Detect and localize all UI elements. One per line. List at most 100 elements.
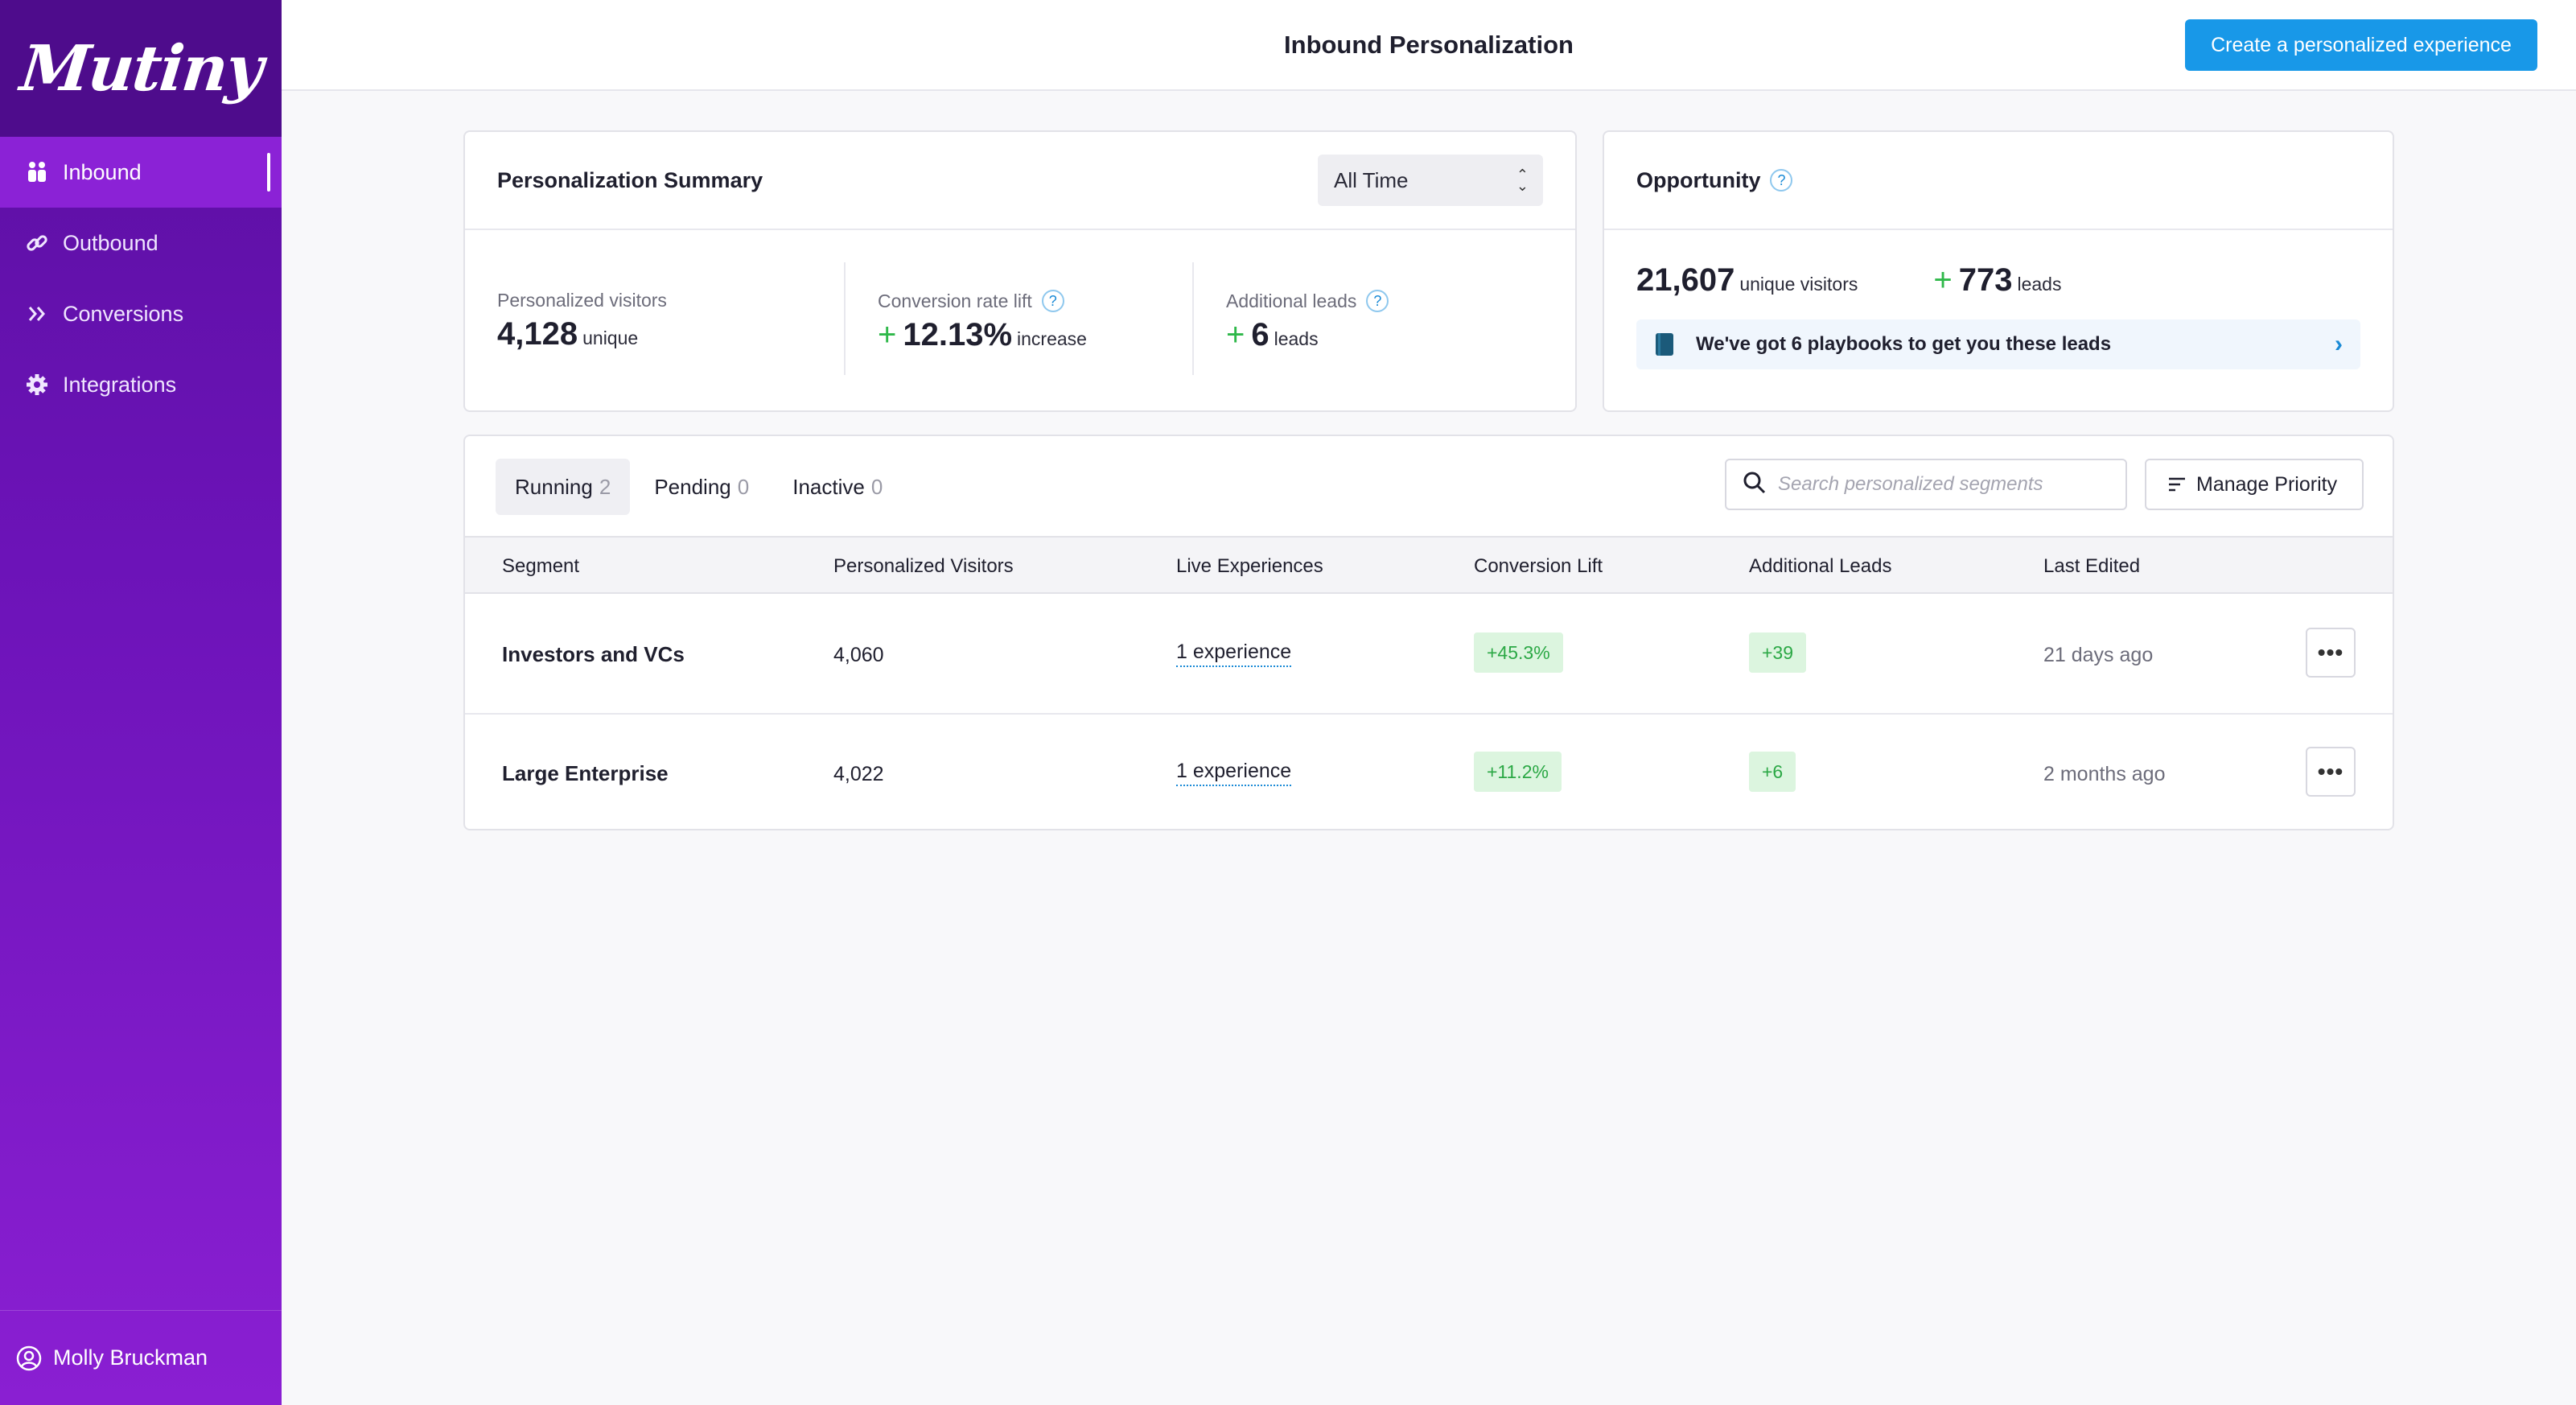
playbooks-banner[interactable]: We've got 6 playbooks to get you these l… — [1636, 319, 2360, 369]
tab-label: Pending — [654, 474, 731, 499]
more-options-button[interactable]: ••• — [2306, 628, 2356, 678]
opportunity-header: Opportunity ? — [1604, 132, 2393, 230]
metric-label: Personalized visitors — [497, 290, 667, 311]
select-chevron-icon: ⌃ ⌄ — [1516, 167, 1529, 194]
manage-priority-button[interactable]: Manage Priority — [2145, 459, 2364, 510]
create-experience-button[interactable]: Create a personalized experience — [2185, 19, 2537, 71]
table-row[interactable]: Investors and VCs 4,060 1 experience +45… — [465, 595, 2393, 713]
logo-text: Mutiny — [16, 31, 265, 105]
segment-tabs: Running 2 Pending 0 Inactive 0 — [496, 459, 907, 515]
metric-personalized-visitors: Personalized visitors 4,128 unique — [497, 262, 846, 375]
last-edited: 2 months ago — [2043, 763, 2166, 785]
sidebar-item-conversions[interactable]: Conversions — [0, 278, 282, 349]
chevron-right-icon: › — [2335, 331, 2343, 357]
page-title: Inbound Personalization — [1284, 31, 1574, 59]
metric-unit: unique — [582, 328, 639, 348]
summary-header: Personalization Summary All Time ⌃ ⌄ — [465, 132, 1575, 230]
link-icon — [26, 232, 48, 254]
metric-value-row: +6 leads — [1226, 317, 1526, 353]
plus-sign: + — [1226, 317, 1245, 352]
playbooks-text: We've got 6 playbooks to get you these l… — [1696, 333, 2112, 355]
column-header-edited[interactable]: Last Edited — [2043, 555, 2141, 577]
user-name: Molly Bruckman — [53, 1345, 208, 1370]
sidebar-item-inbound[interactable]: Inbound — [0, 137, 282, 208]
sidebar-item-outbound[interactable]: Outbound — [0, 208, 282, 278]
tab-running[interactable]: Running 2 — [496, 459, 631, 515]
leads-value: 773 — [1958, 262, 2013, 298]
tab-count: 2 — [599, 474, 611, 499]
more-options-button[interactable]: ••• — [2306, 747, 2356, 797]
metric-value: 4,128 — [497, 316, 578, 352]
opportunity-visitors: 21,607 unique visitors — [1636, 262, 1858, 299]
column-header-leads[interactable]: Additional Leads — [1749, 555, 1892, 577]
visitors-unit: unique visitors — [1739, 274, 1858, 295]
tab-label: Inactive — [792, 474, 865, 499]
help-icon[interactable]: ? — [1770, 169, 1793, 192]
segment-name[interactable]: Large Enterprise — [502, 761, 669, 785]
time-range-select[interactable]: All Time ⌃ ⌄ — [1318, 155, 1543, 206]
sidebar-item-label: Outbound — [63, 230, 158, 255]
metric-value: 12.13% — [903, 317, 1013, 352]
sort-lines-icon — [2167, 476, 2187, 492]
sidebar-item-label: Integrations — [63, 372, 177, 397]
metric-value-row: 4,128 unique — [497, 316, 828, 352]
opportunity-card: Opportunity ? 21,607 unique visitors +773… — [1603, 130, 2394, 412]
column-header-experiences[interactable]: Live Experiences — [1176, 555, 1323, 577]
lift-badge: +45.3% — [1474, 632, 1563, 673]
manage-priority-label: Manage Priority — [2196, 472, 2338, 496]
summary-title: Personalization Summary — [497, 167, 763, 192]
tab-label: Running — [515, 474, 593, 499]
tab-inactive[interactable]: Inactive 0 — [773, 459, 902, 515]
leads-unit: leads — [2017, 274, 2062, 295]
help-icon[interactable]: ? — [1041, 290, 1064, 312]
metric-unit: increase — [1017, 328, 1087, 349]
column-header-segment[interactable]: Segment — [502, 555, 580, 577]
visitors-count: 4,022 — [833, 763, 884, 785]
search-input[interactable] — [1778, 473, 2100, 496]
tab-count: 0 — [737, 474, 750, 499]
visitors-value: 21,607 — [1636, 262, 1735, 298]
summary-metrics: Personalized visitors 4,128 unique Conver… — [465, 230, 1575, 375]
mutiny-logo[interactable]: Mutiny — [0, 0, 282, 137]
opportunity-stats: 21,607 unique visitors +773 leads — [1604, 230, 2393, 299]
sidebar: Mutiny Inbound Outbound Conversions Inte… — [0, 0, 282, 1405]
metric-label-row: Additional leads ? — [1226, 290, 1526, 312]
gear-icon — [26, 373, 48, 396]
metric-label: Additional leads — [1226, 290, 1357, 311]
segment-search[interactable] — [1725, 459, 2127, 510]
double-chevron-icon — [26, 303, 48, 325]
book-icon — [1654, 332, 1675, 357]
leads-badge: +6 — [1749, 752, 1796, 792]
user-circle-icon — [16, 1345, 42, 1371]
people-icon — [26, 161, 48, 183]
time-range-value: All Time — [1334, 167, 1409, 192]
metric-label: Conversion rate lift — [878, 290, 1032, 311]
segment-name[interactable]: Investors and VCs — [502, 642, 685, 666]
experience-link[interactable]: 1 experience — [1176, 760, 1292, 786]
search-icon — [1743, 471, 1767, 499]
leads-badge: +39 — [1749, 632, 1807, 673]
user-profile[interactable]: Molly Bruckman — [0, 1310, 282, 1405]
column-header-lift[interactable]: Conversion Lift — [1474, 555, 1603, 577]
tab-pending[interactable]: Pending 0 — [635, 459, 768, 515]
metric-label-row: Conversion rate lift ? — [878, 290, 1176, 312]
last-edited: 21 days ago — [2043, 644, 2154, 666]
experience-link[interactable]: 1 experience — [1176, 641, 1292, 667]
metric-conversion-lift: Conversion rate lift ? +12.13% increase — [846, 262, 1194, 375]
table-row[interactable]: Large Enterprise 4,022 1 experience +11.… — [465, 713, 2393, 830]
sidebar-item-integrations[interactable]: Integrations — [0, 349, 282, 420]
sidebar-item-label: Conversions — [63, 301, 184, 326]
lift-badge: +11.2% — [1474, 752, 1562, 792]
column-header-visitors[interactable]: Personalized Visitors — [833, 555, 1014, 577]
tab-count: 0 — [870, 474, 883, 499]
help-icon[interactable]: ? — [1366, 290, 1389, 312]
personalization-summary-card: Personalization Summary All Time ⌃ ⌄ Pers… — [463, 130, 1577, 412]
sidebar-item-label: Inbound — [63, 159, 142, 184]
metric-unit: leads — [1274, 328, 1319, 349]
plus-sign: + — [1933, 262, 1953, 298]
opportunity-leads: +773 leads — [1933, 262, 2061, 299]
metric-value-row: +12.13% increase — [878, 317, 1176, 353]
top-bar: Inbound Personalization Create a persona… — [282, 0, 2576, 91]
opportunity-title: Opportunity — [1636, 167, 1761, 192]
